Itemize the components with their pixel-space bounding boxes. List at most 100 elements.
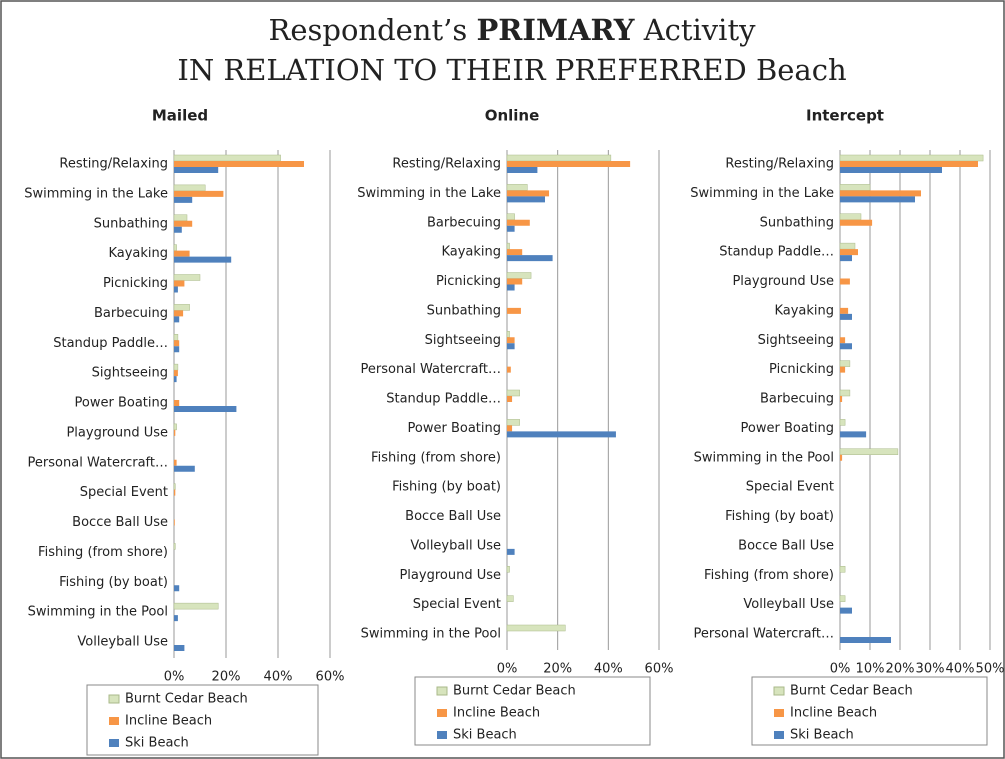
- y-tick-label: Special Event: [746, 480, 834, 495]
- title-part: Respondent’s: [269, 13, 468, 47]
- y-tick-label: Personal Watercraft…: [361, 362, 501, 377]
- title-part: Activity: [643, 13, 756, 47]
- y-tick-label: Barbecuing: [427, 215, 501, 230]
- y-tick-label: Picnicking: [769, 362, 834, 377]
- bar: [840, 637, 891, 643]
- bar: [840, 607, 852, 614]
- bar: [840, 431, 867, 438]
- bar: [174, 465, 195, 472]
- y-tick-label: Standup Paddle…: [386, 392, 501, 407]
- bar: [173, 602, 219, 610]
- bar: [507, 307, 521, 314]
- y-tick-label: Bocce Ball Use: [405, 509, 501, 524]
- panel-title: Intercept: [806, 107, 884, 125]
- bar: [174, 167, 219, 173]
- x-tick-label: 20%: [212, 670, 241, 685]
- bar: [174, 316, 180, 323]
- bar: [507, 337, 515, 344]
- legend-label: Ski Beach: [790, 728, 854, 743]
- bar: [174, 220, 193, 227]
- bar: [173, 214, 188, 221]
- bar: [506, 331, 510, 338]
- bar: [840, 219, 873, 226]
- x-tick-label: 20%: [886, 662, 915, 677]
- bar: [507, 167, 538, 173]
- bar: [173, 363, 179, 371]
- y-tick-label: Sightseeing: [758, 333, 834, 348]
- y-tick-label: Fishing (by boat): [725, 509, 834, 524]
- y-tick-label: Fishing (by boat): [59, 575, 168, 590]
- bar: [173, 483, 176, 490]
- bar: [840, 337, 846, 344]
- bar: [507, 225, 515, 232]
- legend-swatch: [774, 709, 784, 717]
- y-tick-label: Power Boating: [741, 421, 834, 436]
- y-tick-label: Personal Watercraft…: [694, 627, 834, 642]
- title-part: IN RELATION TO THEIR PREFERRED Beach: [177, 53, 846, 87]
- y-tick-label: Fishing (by boat): [392, 480, 501, 495]
- y-tick-label: Volleyball Use: [743, 597, 834, 612]
- bar: [840, 196, 915, 203]
- x-tick-label: 10%: [856, 662, 885, 677]
- y-tick-label: Bocce Ball Use: [738, 538, 834, 553]
- bar: [839, 595, 846, 602]
- bar: [839, 360, 851, 367]
- bar: [174, 519, 175, 526]
- y-tick-label: Playground Use: [732, 274, 834, 289]
- y-tick-label: Sunbathing: [94, 216, 168, 231]
- y-tick-label: Volleyball Use: [410, 538, 501, 553]
- x-tick-label: 0%: [497, 662, 518, 677]
- bar: [839, 154, 984, 162]
- y-tick-label: Fishing (from shore): [38, 545, 168, 560]
- bar: [173, 543, 176, 550]
- x-tick-label: 0%: [830, 662, 851, 677]
- y-tick-label: Picnicking: [436, 274, 501, 289]
- bar: [840, 343, 852, 350]
- bar: [839, 566, 846, 573]
- x-tick-label: 30%: [916, 662, 945, 677]
- bar: [506, 419, 520, 426]
- y-tick-label: Sunbathing: [760, 215, 834, 230]
- bar: [173, 184, 206, 192]
- bar: [840, 454, 843, 461]
- bar: [174, 310, 184, 317]
- bar: [840, 307, 849, 314]
- legend-label: Incline Beach: [453, 706, 540, 721]
- y-tick-label: Sunbathing: [427, 303, 501, 318]
- x-tick-label: 60%: [645, 662, 674, 677]
- y-tick-label: Swimming in the Pool: [694, 450, 834, 465]
- legend-label: Incline Beach: [125, 714, 212, 729]
- y-tick-label: Power Boating: [75, 396, 168, 411]
- bar: [174, 196, 193, 203]
- bar: [506, 242, 510, 250]
- legend-box: [414, 676, 651, 746]
- bar: [174, 429, 176, 436]
- legend-swatch: [436, 686, 448, 696]
- bar: [506, 213, 515, 220]
- legend-label: Burnt Cedar Beach: [453, 684, 576, 699]
- bar: [507, 249, 523, 256]
- bar: [840, 278, 850, 285]
- bar: [507, 425, 513, 432]
- y-tick-label: Barbecuing: [760, 392, 834, 407]
- y-tick-label: Swimming in the Lake: [690, 186, 834, 201]
- y-tick-label: Swimming in the Pool: [361, 627, 501, 642]
- bar: [173, 154, 281, 162]
- x-tick-label: 40%: [946, 662, 975, 677]
- x-tick-label: 0%: [164, 670, 185, 685]
- legend-swatch: [108, 694, 120, 704]
- bar: [507, 196, 545, 203]
- legend-label: Incline Beach: [790, 706, 877, 721]
- bar: [174, 376, 177, 383]
- bar: [507, 161, 631, 167]
- y-tick-label: Resting/Relaxing: [392, 157, 501, 172]
- bar: [507, 431, 616, 438]
- legend-box: [86, 684, 319, 756]
- bar: [840, 366, 846, 373]
- bar: [174, 190, 224, 197]
- y-tick-label: Fishing (from shore): [371, 450, 501, 465]
- panel-title: Online: [485, 107, 540, 125]
- y-tick-label: Fishing (from shore): [704, 568, 834, 583]
- bar: [840, 255, 852, 262]
